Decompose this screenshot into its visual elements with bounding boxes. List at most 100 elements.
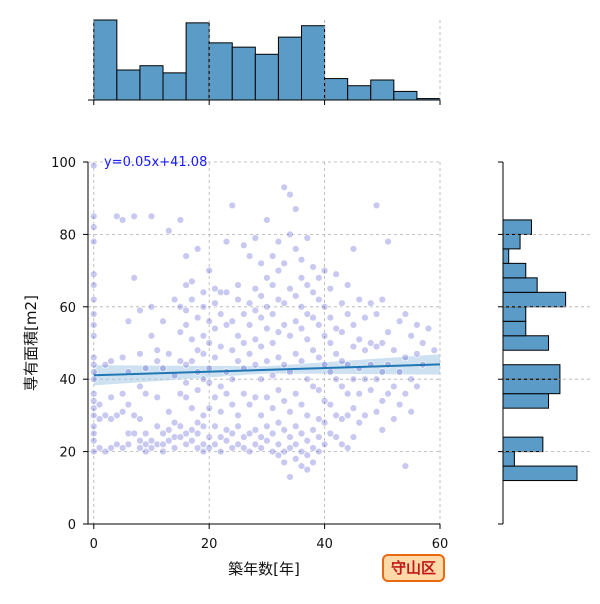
scatter-point bbox=[222, 321, 231, 329]
scatter-point bbox=[101, 361, 110, 369]
scatter-point bbox=[384, 389, 392, 398]
scatter-point bbox=[228, 375, 236, 383]
scatter-point bbox=[280, 259, 288, 268]
scatter-point bbox=[326, 429, 335, 438]
scatter-point bbox=[286, 433, 294, 441]
scatter-point bbox=[315, 415, 323, 423]
scatter-point bbox=[205, 379, 213, 387]
scatter-point bbox=[205, 433, 213, 441]
scatter-point bbox=[349, 321, 358, 329]
scatter-point bbox=[274, 418, 283, 427]
scatter-point bbox=[234, 295, 242, 304]
scatter-point bbox=[199, 422, 208, 430]
scatter-point bbox=[90, 281, 98, 289]
scatter-point bbox=[343, 281, 352, 289]
scatter-point bbox=[372, 201, 381, 210]
scatter-point bbox=[136, 437, 144, 445]
scatter-point bbox=[424, 324, 433, 333]
scatter-point bbox=[274, 295, 283, 304]
scatter-point bbox=[124, 440, 133, 449]
scatter-point bbox=[268, 429, 277, 438]
scatter-point bbox=[228, 429, 236, 438]
scatter-point bbox=[355, 418, 363, 427]
y-tick-label: 80 bbox=[59, 228, 76, 243]
scatter-point bbox=[90, 161, 98, 170]
scatter-point bbox=[90, 411, 98, 420]
y-hist-bar bbox=[502, 436, 544, 453]
scatter-point bbox=[90, 447, 98, 456]
scatter-point bbox=[182, 306, 190, 315]
scatter-point bbox=[292, 350, 300, 358]
scatter-point bbox=[286, 444, 294, 452]
scatter-point bbox=[332, 375, 340, 383]
scatter-point bbox=[401, 389, 410, 398]
scatter-point bbox=[217, 447, 225, 456]
scatter-point bbox=[205, 266, 213, 275]
scatter-point bbox=[153, 346, 161, 354]
scatter-point bbox=[268, 447, 277, 456]
regression-line bbox=[93, 363, 441, 377]
scatter-point bbox=[165, 227, 173, 235]
scatter-point bbox=[315, 295, 323, 304]
scatter-point bbox=[332, 433, 340, 441]
x-hist-bar bbox=[301, 25, 326, 101]
scatter-point bbox=[182, 361, 190, 369]
scatter-point bbox=[361, 313, 369, 322]
scatter-point bbox=[367, 299, 375, 307]
scatter-point bbox=[234, 440, 242, 449]
scatter-point bbox=[297, 429, 306, 438]
scatter-point bbox=[401, 310, 410, 318]
scatter-point bbox=[124, 317, 133, 325]
scatter-point bbox=[90, 310, 98, 318]
scatter-point bbox=[263, 324, 271, 333]
scatter-point bbox=[257, 444, 265, 452]
scatter-point bbox=[395, 317, 404, 325]
x-hist-bar bbox=[116, 69, 141, 101]
scatter-point bbox=[95, 415, 104, 423]
scatter-point bbox=[343, 389, 352, 398]
scatter-point bbox=[280, 426, 288, 434]
scatter-point bbox=[199, 350, 208, 358]
y-hist-bar bbox=[502, 262, 527, 279]
scatter-point bbox=[199, 411, 208, 420]
scatter-point bbox=[90, 389, 98, 398]
scatter-point bbox=[182, 281, 190, 289]
scatter-point bbox=[320, 397, 329, 405]
scatter-point bbox=[372, 408, 381, 416]
scatter-point bbox=[159, 364, 167, 373]
scatter-point bbox=[257, 433, 265, 441]
scatter-point bbox=[222, 389, 231, 398]
scatter-point bbox=[193, 386, 202, 394]
scatter-point bbox=[372, 310, 381, 318]
scatter-point bbox=[159, 440, 167, 449]
scatter-point bbox=[240, 433, 248, 441]
scatter-point bbox=[170, 295, 179, 304]
scatter-point bbox=[257, 313, 265, 322]
x-tick-label: 0 bbox=[90, 537, 98, 552]
y-tick-label: 0 bbox=[68, 518, 76, 533]
scatter-point bbox=[182, 321, 190, 329]
scatter-point bbox=[222, 288, 231, 297]
scatter-point bbox=[217, 288, 225, 297]
scatter-point bbox=[292, 422, 300, 430]
scatter-point bbox=[193, 429, 202, 438]
scatter-point bbox=[234, 357, 242, 365]
scatter-point bbox=[234, 411, 242, 420]
x-hist-bar bbox=[277, 36, 303, 101]
scatter-point bbox=[430, 346, 438, 354]
y-hist-bar bbox=[502, 364, 561, 380]
x-hist-bar bbox=[208, 42, 233, 101]
scatter-point bbox=[361, 411, 369, 420]
scatter-point bbox=[349, 342, 358, 351]
scatter-point bbox=[338, 299, 346, 307]
scatter-point bbox=[251, 393, 260, 401]
scatter-point bbox=[280, 299, 288, 307]
scatter-point bbox=[211, 422, 219, 430]
scatter-point bbox=[176, 422, 185, 430]
scatter-point bbox=[211, 299, 219, 307]
scatter-point bbox=[147, 437, 156, 445]
scatter-point bbox=[274, 237, 283, 246]
scatter-point bbox=[292, 205, 300, 213]
scatter-point bbox=[90, 212, 98, 221]
